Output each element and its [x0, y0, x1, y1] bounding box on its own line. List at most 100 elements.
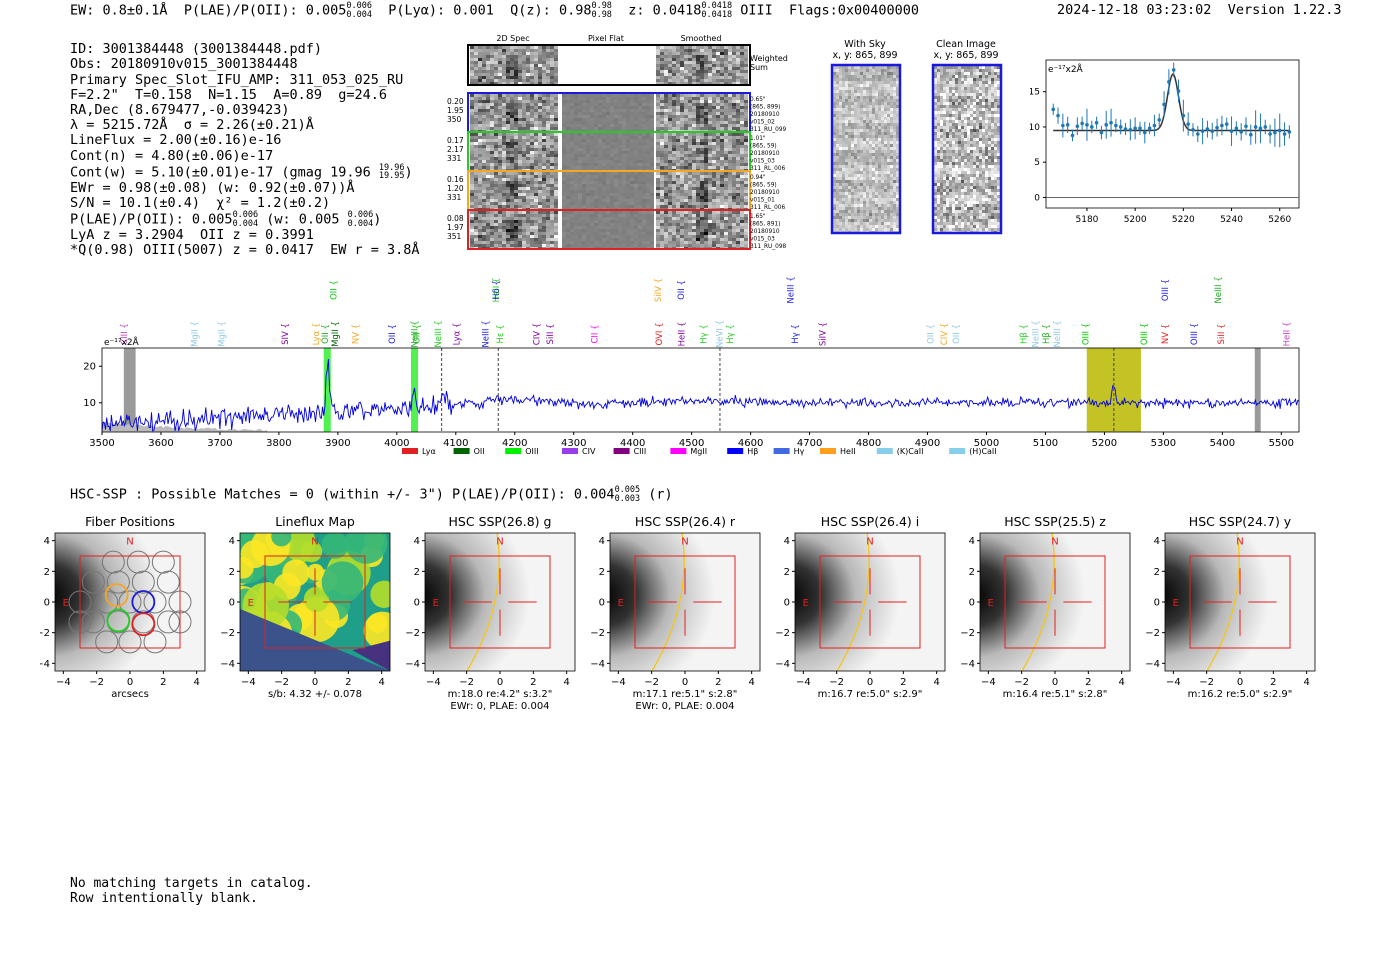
- fiber-left-label: 0.20: [447, 97, 464, 106]
- panel-ytick-label: 0: [229, 598, 235, 609]
- spectral-line-label: SiIV {: [819, 322, 829, 346]
- spectral-line-name: Hβ {: [1042, 324, 1052, 344]
- fiber-left-label: 331: [447, 154, 462, 163]
- spectral-line-label: NV {: [352, 324, 362, 344]
- spectral-line-label: OII {: [412, 324, 422, 344]
- panel-xtick-label: 0: [1237, 677, 1243, 688]
- fiber-pixel-flat: [562, 172, 654, 211]
- legend-swatch: [505, 448, 522, 454]
- zoom-data-point: [1056, 113, 1060, 118]
- panel-caption: m:16.4 re:5.1" s:2.8": [1003, 689, 1108, 700]
- panel-title: Fiber Positions: [85, 514, 175, 529]
- image-panel: HSC SSP(25.5) z N E −4 −2 0 2 4 4 2 0 −2 −4 m:16.4 re…: [960, 514, 1131, 700]
- panel-ytick-label: 4: [414, 536, 420, 547]
- panel-xtick-label: 4: [193, 677, 199, 688]
- zoom-xtick-label: 5240: [1220, 215, 1243, 225]
- spectrum-xtick-label: 3500: [89, 438, 114, 449]
- panel-ytick-label: −2: [40, 628, 50, 639]
- zoom-data-point: [1065, 123, 1070, 127]
- east-label: E: [433, 598, 439, 609]
- panel-ytick-label: 0: [414, 598, 420, 609]
- zoom-fit-curve: [1053, 73, 1290, 132]
- legend-label: OIII: [525, 447, 538, 456]
- spectral-line-name: SIV {: [281, 323, 291, 345]
- spectral-line-label: MgII {: [331, 321, 341, 347]
- panel-ytick-label: 0: [1154, 598, 1160, 609]
- panel-xtick-label: −4: [611, 677, 626, 688]
- legend-swatch: [562, 448, 578, 454]
- footer-line1: No matching targets in catalog.: [70, 876, 313, 891]
- info-id: ID: 3001384448 (3001384448.pdf): [70, 41, 322, 58]
- north-label: N: [866, 537, 873, 548]
- info-ewr: EWr = 0.98(±0.08) (w: 0.92(±0.07))Å: [70, 179, 355, 196]
- spectral-line-name: OII {: [330, 280, 340, 300]
- spectral-line-name: SiIV {: [819, 322, 829, 346]
- fiber-right-label: 0.94": [750, 175, 766, 181]
- panel-xtick-label: 4: [563, 677, 569, 688]
- weighted-pixel-flat: [558, 46, 654, 84]
- panel-xtick-label: −4: [1166, 677, 1181, 688]
- spectral-line-name: CIII {: [120, 323, 130, 345]
- fiber-circle: [131, 570, 155, 594]
- zoom-data-point: [1104, 123, 1109, 127]
- spectral-line-label: SIV {: [281, 323, 291, 345]
- aperture-arc: [1206, 533, 1240, 671]
- spectral-line-label: OII {: [388, 324, 398, 344]
- spectral-line-name: Hβ {: [1020, 324, 1030, 344]
- sky-residual-fill: [102, 421, 268, 432]
- spectral-line-label: OII {: [952, 324, 962, 344]
- panel-xtick-label: 4: [1303, 677, 1309, 688]
- header-flags: Flags:0x00400000: [789, 2, 920, 19]
- spectral-line-label: NV {: [1161, 324, 1171, 344]
- clean-image-title: Clean Image: [936, 39, 996, 50]
- zoom-data-point: [1200, 129, 1205, 133]
- weighted-2d-spec: [470, 46, 558, 85]
- spectrum-xtick-label: 4500: [679, 438, 704, 449]
- fiber-2d-spec: [470, 133, 558, 172]
- panel-ytick-label: 2: [599, 567, 605, 578]
- panel-xtick-label: −2: [1014, 677, 1029, 688]
- zoom-data-point: [1287, 130, 1292, 134]
- fiber-right-label: 311_RU_098: [750, 244, 787, 250]
- panel-ytick-label: 2: [44, 567, 50, 578]
- spectral-line-name: NV {: [352, 324, 362, 344]
- fiber-circle: [156, 570, 180, 594]
- north-label: N: [1051, 537, 1058, 548]
- spectral-line-label: NeIII {: [481, 320, 491, 347]
- shaded-region: [123, 348, 136, 432]
- zoom-data-point: [1186, 122, 1190, 126]
- spectral-line-label: OIII {: [1082, 323, 1092, 345]
- legend-label: MgII: [690, 447, 707, 456]
- spectral-line-label: NeIII {: [1031, 320, 1041, 347]
- spectral-line-name: MgII {: [331, 321, 341, 347]
- panel-xtick-label: 0: [1052, 677, 1058, 688]
- spectral-line-name: CIV {: [940, 323, 950, 345]
- fiber-circle: [118, 630, 142, 654]
- spectral-line-label: CIV {: [940, 323, 950, 345]
- spectral-line-name: OIII {: [1190, 323, 1200, 345]
- spectral-line-label: OIII {: [1140, 323, 1150, 345]
- aperture-box: [634, 555, 736, 649]
- spectral-line-name: Hγ {: [726, 324, 736, 344]
- panel-caption: m:16.7 re:5.0" s:2.9": [818, 689, 923, 700]
- spectral-line-label: NeVI {: [715, 320, 725, 348]
- hsc-summary: HSC-SSP : Possible Matches = 0 (within +…: [70, 486, 673, 503]
- image-panel: Fiber Positions N E −4 −2 0 2 4 4 2 0 −2 −4 arcsecs: [40, 514, 206, 700]
- spectrum-xtick-label: 5200: [1092, 438, 1117, 449]
- info-radec: RA,Dec (8.679477,-0.039423): [70, 102, 290, 119]
- legend-label: (H)CaII: [969, 447, 996, 456]
- spectral-line-label: Hβ {: [1020, 324, 1030, 344]
- with-sky-image: [833, 66, 899, 234]
- zoom-data-point: [1215, 125, 1219, 130]
- spectral-line-name: CIV {: [533, 323, 543, 345]
- spectrum-xtick-label: 4400: [620, 438, 645, 449]
- spectral-line-label: Hβ {: [1042, 324, 1052, 344]
- spectrum-xtick-label: 4000: [384, 438, 409, 449]
- zoom-data-point: [1114, 123, 1118, 128]
- fiber-circle: [156, 610, 180, 634]
- spectral-line-name: SiII {: [546, 324, 556, 345]
- panel-ytick-label: −2: [1145, 628, 1160, 639]
- north-label: N: [681, 537, 688, 548]
- fiber-right-label: (865, 899): [750, 105, 780, 111]
